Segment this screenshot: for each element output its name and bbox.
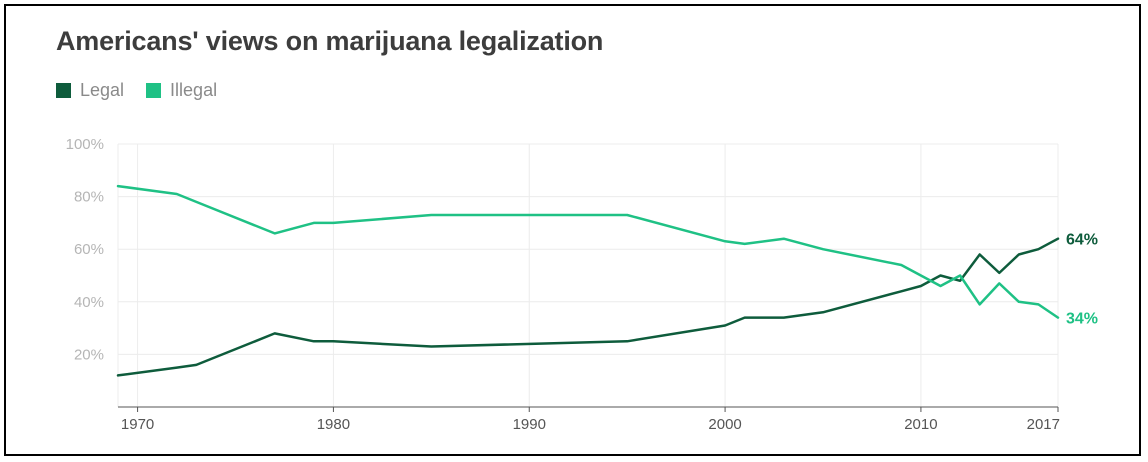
data-point-legal-2015 bbox=[1018, 253, 1020, 255]
y-tick-label-20: 20% bbox=[74, 346, 104, 363]
y-tick-label-80: 80% bbox=[74, 189, 104, 206]
legend-swatch-illegal bbox=[146, 83, 162, 98]
chart-title: Americans' views on marijuana legalizati… bbox=[56, 26, 604, 56]
y-tick-label-100: 100% bbox=[66, 136, 104, 153]
data-point-illegal-1977 bbox=[273, 232, 275, 234]
data-point-illegal-1985 bbox=[430, 214, 432, 216]
data-point-illegal-1973 bbox=[195, 201, 197, 203]
data-point-legal-1995 bbox=[626, 340, 628, 342]
data-point-legal-2010 bbox=[920, 285, 922, 287]
legend-label-illegal: Illegal bbox=[170, 80, 218, 100]
data-point-illegal-1995 bbox=[626, 214, 628, 216]
data-point-legal-2001 bbox=[743, 316, 745, 318]
data-point-legal-2016 bbox=[1037, 248, 1039, 250]
x-tick-label-2010: 2010 bbox=[904, 416, 937, 433]
data-point-legal-2009 bbox=[900, 290, 902, 292]
y-tick-label-60: 60% bbox=[74, 241, 104, 258]
data-point-illegal-2016 bbox=[1037, 303, 1039, 305]
series-line-legal bbox=[116, 237, 1060, 377]
data-point-legal-2013 bbox=[978, 253, 980, 255]
legend: Legal Illegal bbox=[56, 80, 239, 101]
data-point-legal-1979 bbox=[313, 340, 315, 342]
end-label-legal: 64% bbox=[1066, 232, 1098, 249]
x-tick-label-2000: 2000 bbox=[708, 416, 741, 433]
end-label-illegal: 34% bbox=[1066, 311, 1098, 328]
data-point-illegal-1980 bbox=[332, 222, 334, 224]
data-point-illegal-2009 bbox=[900, 264, 902, 266]
data-point-illegal-2005 bbox=[822, 248, 824, 250]
data-point-illegal-2013 bbox=[978, 303, 980, 305]
data-point-legal-2017 bbox=[1057, 237, 1059, 239]
series-line-illegal bbox=[116, 184, 1060, 319]
data-point-illegal-1979 bbox=[313, 222, 315, 224]
legend-item-legal: Legal bbox=[56, 80, 124, 101]
x-tick-label-2017: 2017 bbox=[1027, 416, 1060, 433]
data-point-legal-1980 bbox=[332, 340, 334, 342]
data-point-illegal-2001 bbox=[743, 243, 745, 245]
legend-item-illegal: Illegal bbox=[146, 80, 217, 101]
data-point-legal-1977 bbox=[273, 332, 275, 334]
data-point-legal-2000 bbox=[724, 324, 726, 326]
data-point-illegal-1972 bbox=[176, 193, 178, 195]
x-tick-label-1980: 1980 bbox=[317, 416, 350, 433]
data-point-legal-1973 bbox=[195, 364, 197, 366]
x-tick-label-1990: 1990 bbox=[513, 416, 546, 433]
data-point-legal-2012 bbox=[959, 280, 961, 282]
data-point-legal-2003 bbox=[783, 316, 785, 318]
legend-swatch-legal bbox=[56, 83, 71, 98]
legend-label-legal: Legal bbox=[80, 80, 125, 100]
y-tick-label-40: 40% bbox=[74, 294, 104, 311]
data-point-legal-2011 bbox=[939, 274, 941, 276]
x-tick-label-1970: 1970 bbox=[121, 416, 154, 433]
data-point-illegal-1969 bbox=[117, 185, 119, 187]
data-point-illegal-2000 bbox=[724, 240, 726, 242]
data-point-illegal-2015 bbox=[1018, 301, 1020, 303]
data-point-illegal-2010 bbox=[920, 274, 922, 276]
data-point-legal-1985 bbox=[430, 345, 432, 347]
data-point-legal-2014 bbox=[998, 272, 1000, 274]
data-point-legal-2005 bbox=[822, 311, 824, 313]
chart-frame bbox=[4, 4, 1141, 456]
data-point-legal-1972 bbox=[176, 366, 178, 368]
data-point-illegal-2012 bbox=[959, 274, 961, 276]
data-point-illegal-2003 bbox=[783, 237, 785, 239]
data-point-legal-1969 bbox=[117, 374, 119, 376]
data-point-illegal-2017 bbox=[1057, 316, 1059, 318]
data-point-illegal-2014 bbox=[998, 282, 1000, 284]
data-point-illegal-2011 bbox=[939, 285, 941, 287]
